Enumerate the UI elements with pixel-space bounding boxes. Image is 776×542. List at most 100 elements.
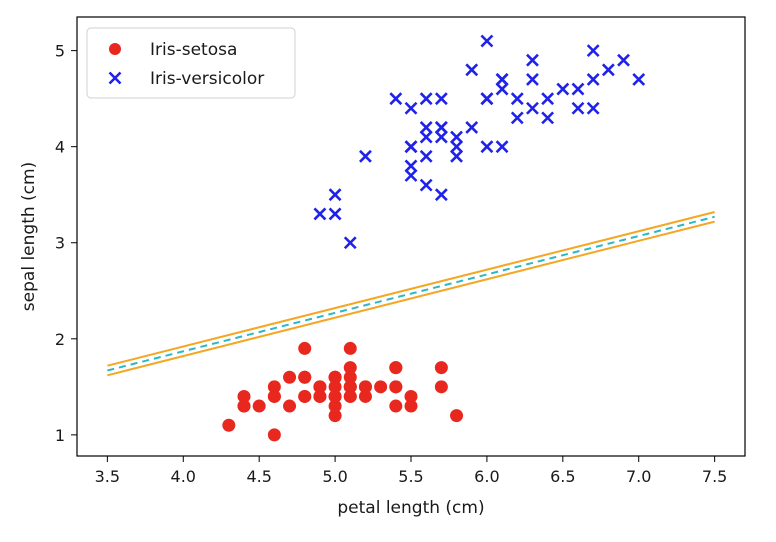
point-versicolor-36	[586, 73, 600, 86]
point-versicolor-33	[480, 34, 494, 48]
point-versicolor-12	[480, 140, 494, 154]
x-axis-label: petal length (cm)	[337, 498, 484, 518]
point-versicolor-27	[586, 44, 600, 58]
point-setosa-40	[328, 399, 342, 413]
point-setosa-20	[389, 361, 403, 375]
point-versicolor-26	[601, 63, 615, 77]
legend-x-mark	[108, 71, 122, 85]
point-versicolor-25	[571, 101, 585, 115]
legend-marker-setosa	[109, 43, 121, 55]
x-tick-label: 7.5	[702, 467, 727, 486]
point-versicolor-17	[450, 130, 463, 144]
x-tick-label: 4.0	[171, 467, 196, 486]
point-setosa-37	[313, 389, 327, 403]
point-versicolor-46	[434, 121, 448, 134]
legend-label-setosa: Iris-setosa	[150, 40, 237, 60]
point-setosa-34	[313, 380, 327, 394]
y-tick-label: 1	[55, 426, 65, 445]
point-versicolor-48	[343, 236, 357, 250]
y-axis-ticks: 1 2 3 4 5	[55, 42, 77, 445]
point-setosa-13	[222, 418, 236, 432]
x-axis-ticks: 3.5 4.0 4.5 5.0 5.5 6.0 6.5 7.0 7.5	[95, 456, 727, 486]
point-setosa-41	[252, 399, 266, 413]
point-versicolor-21	[495, 140, 509, 154]
point-versicolor-9	[359, 149, 372, 163]
point-setosa-15	[434, 380, 448, 394]
point-versicolor-10	[328, 188, 342, 202]
point-setosa-23	[343, 361, 357, 375]
point-versicolor-18	[510, 92, 524, 106]
point-versicolor-16	[419, 92, 433, 106]
x-tick-label: 5.5	[398, 467, 423, 486]
point-setosa-31	[389, 380, 403, 394]
point-versicolor-37	[526, 101, 539, 115]
x-tick-label: 4.5	[246, 467, 271, 486]
point-versicolor-6	[526, 73, 539, 86]
point-setosa-42	[237, 399, 251, 413]
point-setosa-3	[267, 380, 281, 394]
point-setosa-32	[358, 380, 372, 394]
point-versicolor-49	[434, 130, 448, 144]
y-tick-label: 4	[55, 138, 65, 157]
point-versicolor-35	[480, 92, 494, 106]
point-setosa-24	[298, 341, 312, 355]
y-tick-label: 2	[55, 330, 65, 349]
x-tick-label: 7.0	[626, 467, 651, 486]
point-setosa-2	[283, 399, 297, 413]
point-versicolor-11	[465, 121, 479, 134]
point-setosa-44	[343, 341, 357, 355]
point-setosa-43	[328, 370, 342, 384]
x-tick-label: 3.5	[95, 467, 120, 486]
point-versicolor-38	[419, 130, 433, 144]
point-versicolor-4	[556, 82, 570, 96]
point-versicolor-23	[495, 73, 509, 86]
point-versicolor-32	[450, 149, 463, 163]
point-setosa-36	[404, 399, 418, 413]
boundary-line-2	[107, 220, 715, 377]
point-setosa-28	[358, 389, 372, 403]
point-versicolor-19	[419, 149, 433, 163]
point-versicolor-34	[389, 92, 403, 106]
legend: Iris-setosa Iris-versicolor	[86, 27, 296, 99]
point-setosa-16	[389, 399, 403, 413]
boundary-line-1	[107, 211, 715, 367]
point-versicolor-14	[419, 178, 433, 192]
point-setosa-22	[267, 428, 281, 442]
point-setosa-29	[283, 370, 297, 384]
point-setosa-33	[404, 389, 418, 403]
point-setosa-47	[267, 389, 281, 403]
x-tick-label: 6.5	[550, 467, 575, 486]
point-versicolor-47	[510, 111, 524, 125]
point-setosa-49	[328, 389, 342, 403]
data-points	[222, 34, 646, 442]
y-tick-label: 3	[55, 234, 65, 253]
legend-label-versicolor: Iris-versicolor	[150, 69, 264, 89]
point-versicolor-22	[526, 53, 539, 67]
point-versicolor-2	[617, 53, 630, 67]
point-setosa-45	[298, 389, 312, 403]
point-versicolor-40	[404, 101, 418, 115]
point-setosa-35	[328, 409, 342, 423]
point-setosa-18	[434, 361, 448, 375]
point-versicolor-41	[495, 82, 509, 96]
point-setosa-8	[237, 389, 251, 403]
boundary-lines	[107, 211, 715, 377]
point-versicolor-39	[404, 140, 418, 154]
point-setosa-30	[298, 370, 312, 384]
point-versicolor-7	[313, 207, 327, 221]
legend-marker-versicolor	[108, 71, 122, 85]
point-setosa-7	[328, 380, 342, 394]
point-setosa-48	[374, 380, 388, 394]
point-versicolor-42	[450, 140, 463, 154]
point-versicolor-0	[632, 73, 646, 86]
x-tick-label: 6.0	[474, 467, 499, 486]
point-versicolor-5	[434, 92, 448, 106]
point-versicolor-15	[586, 101, 600, 115]
point-versicolor-1	[541, 92, 555, 106]
point-versicolor-24	[541, 111, 555, 125]
point-setosa-14	[450, 409, 464, 423]
point-versicolor-43	[328, 207, 342, 221]
point-versicolor-31	[404, 169, 418, 182]
x-tick-label: 5.0	[322, 467, 347, 486]
